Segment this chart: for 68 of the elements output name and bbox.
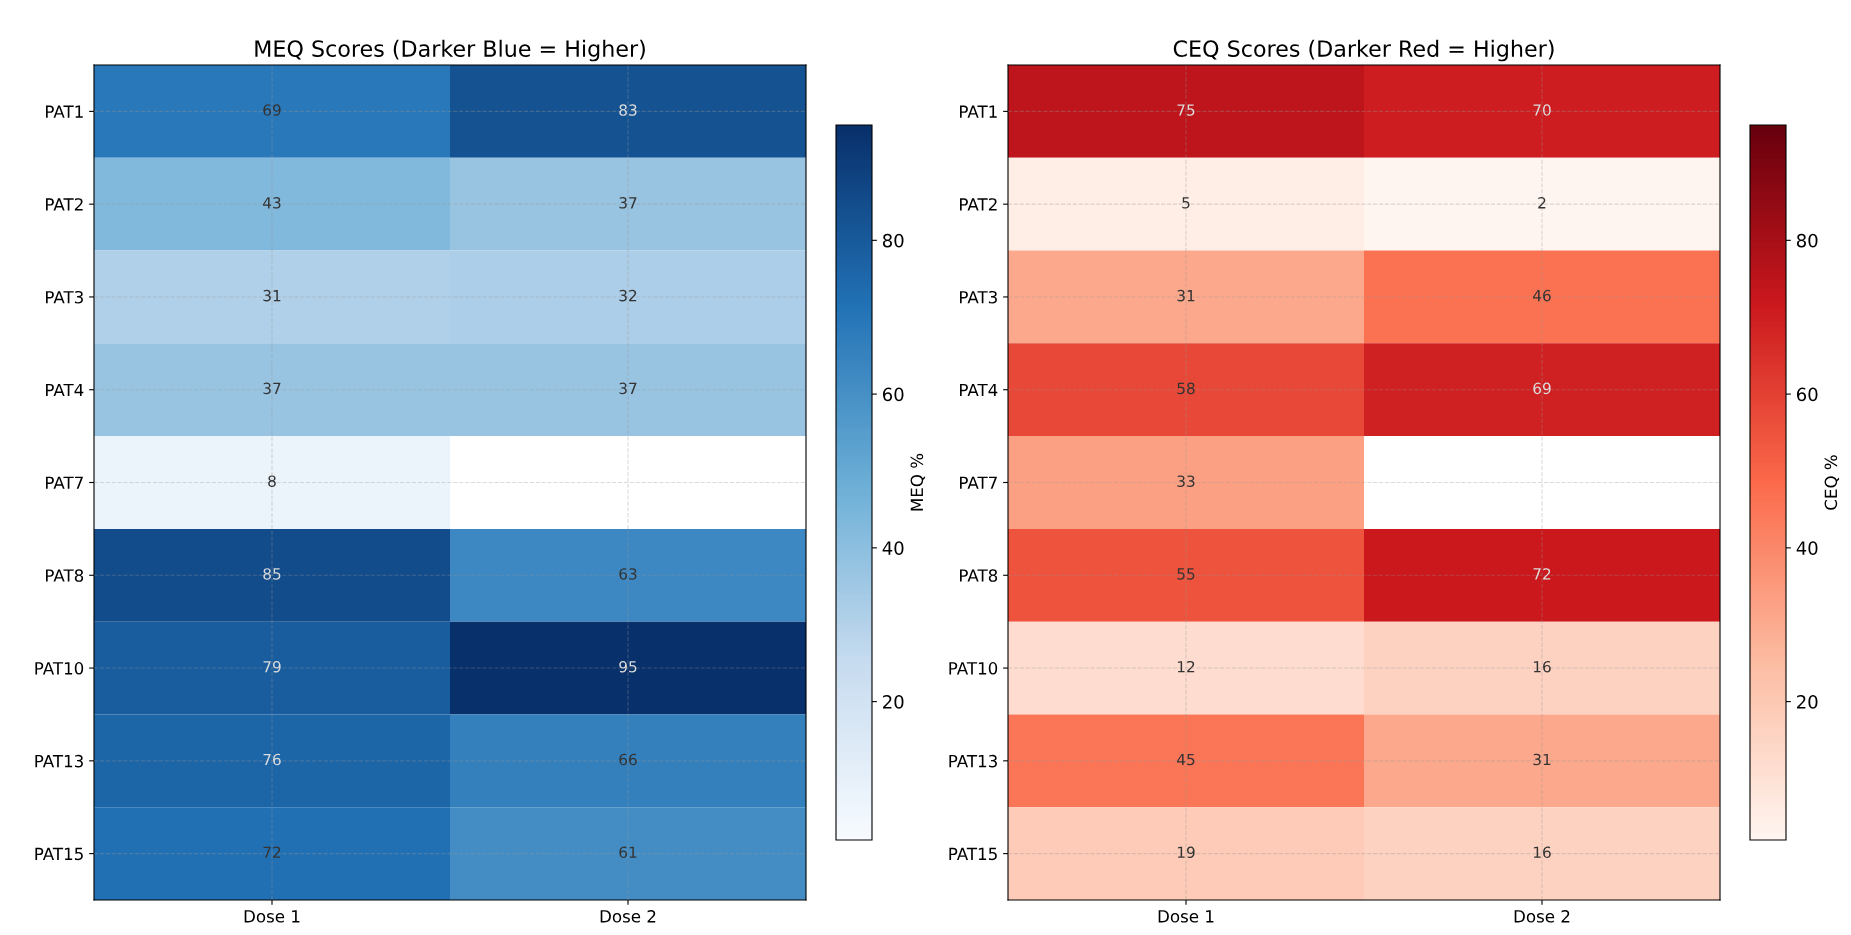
y-tick-label: PAT2 [46,198,83,211]
y-tick-label: PAT1 [46,105,83,118]
data-label: 32 [619,289,637,302]
data-label: 31 [1533,753,1551,766]
data-label: 58 [1177,382,1195,395]
data-label: 63 [619,568,637,580]
chart-title: MEQ Scores (Darker Blue = Higher) [255,39,645,62]
color-bar-label: 40 [882,541,904,555]
data-label: 46 [1533,289,1551,302]
data-label: 83 [619,104,637,116]
data-label: 5 [1182,197,1190,209]
data-label: 66 [619,753,637,766]
y-tick-label: PAT1 [960,105,997,118]
data-label: 8 [268,475,276,487]
y-tick-label: PAT13 [35,754,83,768]
data-label: 75 [1177,104,1195,116]
y-tick-label: PAT3 [960,290,997,304]
data-label: 43 [263,197,281,209]
data-label: 31 [263,289,281,302]
color-bar-label: 60 [882,387,904,402]
chart-title: CEQ Scores (Darker Red = Higher) [1173,39,1554,62]
x-tick-label: Dose 2 [600,910,656,923]
y-tick-label: PAT4 [960,383,998,397]
data-label: 85 [263,568,281,580]
x-tick-label: Dose 1 [244,910,300,923]
data-label: 12 [1177,660,1195,673]
data-label: 79 [263,660,281,673]
y-tick-label: PAT4 [46,383,84,397]
data-label: 19 [1177,846,1195,859]
y-tick-label: PAT8 [960,569,998,582]
y-tick-label: PAT10 [35,662,84,675]
data-label: 69 [1533,382,1551,395]
y-tick-label: PAT13 [949,754,997,768]
color-bar-label: 20 [883,695,904,709]
y-tick-label: PAT7 [960,476,997,489]
color-bar-title: MEQ % [910,453,926,511]
y-tick-label: PAT2 [960,198,997,211]
y-tick-label: PAT3 [46,290,83,304]
data-label: 72 [263,846,281,858]
y-tick-label: PAT7 [46,476,83,489]
color-bar-label: 80 [882,233,904,248]
color-bar-label: 60 [1796,387,1818,402]
data-label: 45 [1177,753,1195,766]
color-bar-label: 40 [1796,541,1818,555]
data-label: 31 [1177,289,1195,302]
y-tick-label: PAT15 [35,847,83,861]
y-tick-label: PAT10 [949,662,998,675]
data-label: 69 [263,104,281,116]
y-tick-label: PAT15 [949,847,997,861]
x-tick-label: Dose 2 [1514,910,1570,923]
data-label: 70 [1533,104,1551,116]
data-label: 95 [619,660,637,673]
data-label: 37 [263,382,281,395]
x-tick-label: Dose 1 [1158,910,1214,923]
data-label: 76 [263,753,281,766]
data-label: 37 [619,382,637,395]
color-bar-title: CEQ % [1824,455,1840,510]
data-label: 16 [1533,846,1551,859]
data-label: 61 [619,846,637,859]
y-tick-label: PAT8 [46,569,84,582]
data-label: 37 [619,197,637,209]
data-label: 33 [1177,475,1195,487]
data-label: 72 [1533,568,1551,580]
color-bar-label: 80 [1796,233,1818,248]
color-bar-label: 20 [1797,695,1818,709]
data-label: 55 [1177,568,1195,580]
data-label: 16 [1533,660,1551,673]
data-label: 2 [1538,197,1546,209]
